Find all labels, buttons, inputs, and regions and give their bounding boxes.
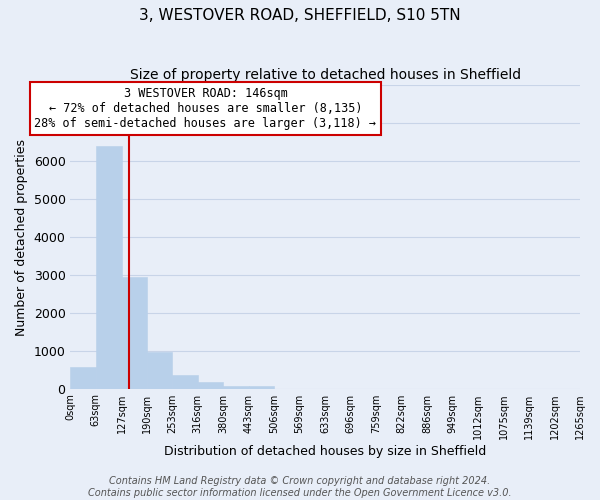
Bar: [223, 386, 249, 388]
Bar: [172, 374, 198, 388]
Bar: [96, 146, 122, 388]
Bar: [249, 386, 274, 388]
Text: 3, WESTOVER ROAD, SHEFFIELD, S10 5TN: 3, WESTOVER ROAD, SHEFFIELD, S10 5TN: [139, 8, 461, 22]
Y-axis label: Number of detached properties: Number of detached properties: [15, 138, 28, 336]
Text: 3 WESTOVER ROAD: 146sqm
← 72% of detached houses are smaller (8,135)
28% of semi: 3 WESTOVER ROAD: 146sqm ← 72% of detache…: [34, 87, 376, 130]
Text: Contains HM Land Registry data © Crown copyright and database right 2024.
Contai: Contains HM Land Registry data © Crown c…: [88, 476, 512, 498]
Title: Size of property relative to detached houses in Sheffield: Size of property relative to detached ho…: [130, 68, 521, 82]
Bar: [70, 367, 96, 388]
Bar: [198, 382, 223, 388]
X-axis label: Distribution of detached houses by size in Sheffield: Distribution of detached houses by size …: [164, 444, 487, 458]
Bar: [122, 277, 147, 388]
Bar: [147, 352, 172, 389]
